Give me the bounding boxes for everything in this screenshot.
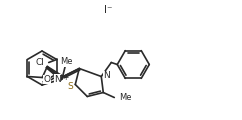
Text: I⁻: I⁻ [104,5,112,15]
Text: Me: Me [60,57,72,66]
Text: Me: Me [119,93,132,102]
Text: N: N [54,75,61,84]
Text: O: O [44,75,51,84]
Text: Cl: Cl [36,58,45,67]
Text: N: N [103,71,110,80]
Text: S: S [68,82,73,91]
Text: +: + [62,72,68,81]
